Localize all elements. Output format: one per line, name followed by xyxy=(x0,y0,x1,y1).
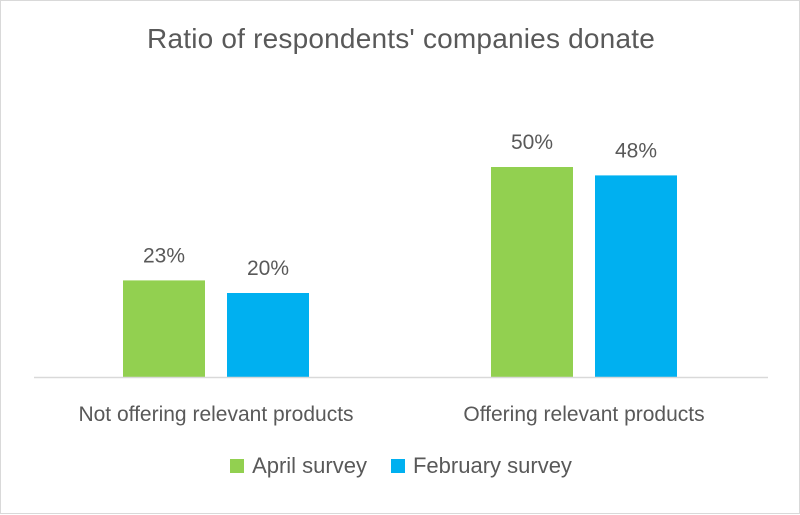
legend-item-april: April survey xyxy=(230,453,367,479)
category-label-1: Not offering relevant products xyxy=(78,403,353,426)
data-label-february-2: 48% xyxy=(615,139,657,162)
data-label-april-2: 50% xyxy=(511,131,553,154)
data-label-april-1: 23% xyxy=(143,244,185,267)
legend-swatch-february xyxy=(390,459,405,473)
bar-april-1 xyxy=(123,280,205,377)
bar-february-1 xyxy=(227,293,309,377)
bar-february-2 xyxy=(595,175,677,377)
legend: April survey February survey xyxy=(1,453,800,479)
legend-label-april: April survey xyxy=(252,453,367,478)
category-label-2: Offering relevant products xyxy=(463,403,704,426)
legend-item-february: February survey xyxy=(390,453,572,479)
bar-april-2 xyxy=(491,167,573,377)
data-label-february-1: 20% xyxy=(247,257,289,280)
legend-label-february: February survey xyxy=(412,453,572,478)
chart-title: Ratio of respondents' companies donate xyxy=(147,23,655,54)
legend-swatch-april xyxy=(230,459,245,473)
